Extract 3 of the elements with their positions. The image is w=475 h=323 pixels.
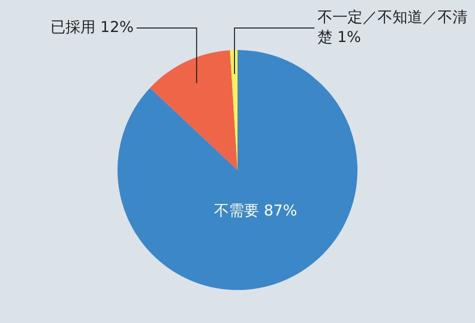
slice-label: 不需要 87%: [214, 202, 298, 220]
slice-label: 不一定／不知道／不清楚 1%: [317, 8, 468, 46]
slice-label: 已採用 12%: [50, 18, 134, 36]
